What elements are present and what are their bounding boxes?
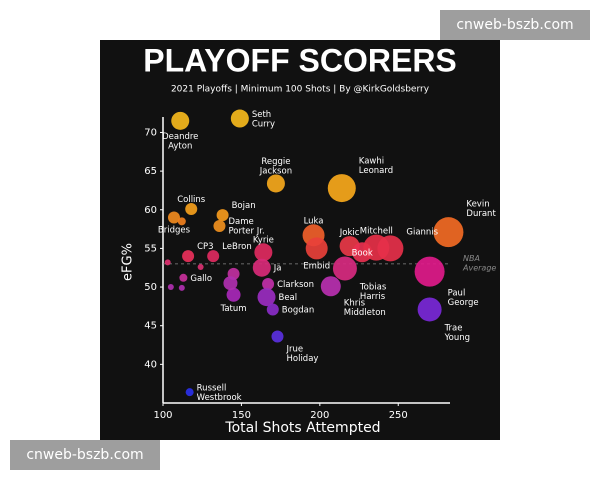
- point-label: Jrue Holiday: [285, 344, 318, 364]
- y-tick-label: 40: [144, 359, 157, 370]
- point-label: Luka: [304, 216, 324, 226]
- point-label: Tobias Harris: [359, 282, 387, 302]
- bubble: [213, 219, 226, 232]
- y-axis-label: eFG%: [121, 243, 136, 281]
- bubble: [414, 256, 445, 287]
- bubble: [433, 217, 464, 248]
- point-label: Mitchell: [360, 226, 393, 236]
- point-label: Trae Young: [444, 323, 470, 343]
- x-tick-label: 200: [310, 410, 329, 421]
- point-label: Deandre Ayton: [162, 131, 198, 151]
- bubble: [182, 250, 195, 263]
- y-tick-label: 60: [144, 205, 157, 216]
- y-tick-label: 55: [144, 243, 157, 254]
- chart-subtitle: 2021 Playoffs | Minimum 100 Shots | By @…: [171, 85, 430, 95]
- bubble: [266, 174, 285, 193]
- bubble: [207, 250, 220, 263]
- x-tick-label: 150: [232, 410, 251, 421]
- bubble: [216, 209, 229, 222]
- point-label: Gallo: [190, 273, 212, 283]
- point-label: Book: [352, 248, 373, 258]
- y-tick-label: 65: [144, 166, 157, 177]
- bubble: [185, 388, 194, 397]
- bubble: [179, 273, 188, 282]
- point-label: Embid: [303, 261, 330, 271]
- point-label: Kawhi Leonard: [359, 156, 393, 176]
- point-label: Bridges: [158, 225, 191, 235]
- point-label: Russell Westbrook: [197, 383, 242, 403]
- bubble: [171, 111, 190, 130]
- x-axis-label: Total Shots Attempted: [224, 420, 380, 436]
- point-label: Bojan: [232, 201, 256, 211]
- point-label: CP3: [197, 242, 213, 252]
- chart-panel: [100, 40, 500, 440]
- bubble: [257, 288, 276, 307]
- bubble: [167, 284, 174, 291]
- x-tick-label: 250: [389, 410, 408, 421]
- bubble: [266, 303, 279, 316]
- bubble: [252, 258, 271, 277]
- watermark: cnweb-bszb.com: [456, 17, 573, 33]
- watermark: cnweb-bszb.com: [26, 447, 143, 463]
- bubble: [230, 109, 249, 128]
- point-label: Kyrie: [253, 235, 274, 245]
- y-tick-label: 45: [144, 321, 157, 332]
- point-label: Clarkson: [277, 279, 314, 289]
- bubble: [223, 276, 238, 291]
- point-label: Tatum: [220, 303, 247, 313]
- bubble: [226, 287, 241, 302]
- reference-label: NBA Average: [462, 253, 496, 272]
- bubble: [167, 211, 180, 224]
- bubble: [197, 263, 204, 270]
- point-label: Kevin Durant: [466, 199, 496, 219]
- plot-area: 40 45 50 55 60 65 70 100 150 200 250 NBA Average Dean…: [144, 109, 496, 421]
- bubble: [185, 202, 198, 215]
- point-label: Seth Curry: [252, 109, 275, 129]
- point-label: Dame Porter Jr.: [228, 217, 264, 237]
- point-label: Khris Middleton: [344, 298, 386, 318]
- bubble: [377, 235, 404, 262]
- bubble: [164, 259, 171, 266]
- bubble: [177, 217, 186, 226]
- point-label: Beal: [279, 293, 298, 303]
- bubble: [305, 237, 328, 260]
- bubble: [271, 330, 284, 343]
- point-label: Paul George: [448, 288, 479, 308]
- x-tick-label: 100: [153, 410, 172, 421]
- watermark-box: [10, 440, 160, 470]
- point-label: LeBron: [222, 242, 252, 252]
- bubble: [332, 256, 357, 281]
- bubble: [178, 284, 185, 291]
- bubble: [327, 174, 356, 203]
- y-tick-label: 50: [144, 282, 157, 293]
- point-label: Reggie Jackson: [259, 156, 292, 176]
- bubble: [262, 277, 275, 290]
- chart-title: PLAYOFF SCORERS: [143, 42, 457, 78]
- point-label: Giannis: [406, 227, 438, 237]
- watermark-box: [440, 10, 590, 40]
- point-label: Ja: [273, 263, 282, 273]
- bubble: [254, 243, 273, 262]
- point-label: Bogdan: [282, 305, 314, 315]
- y-tick-label: 70: [144, 127, 157, 138]
- bubble: [417, 297, 442, 322]
- bubble: [320, 276, 341, 297]
- point-label: Jokic: [339, 228, 360, 238]
- point-label: Collins: [177, 194, 206, 204]
